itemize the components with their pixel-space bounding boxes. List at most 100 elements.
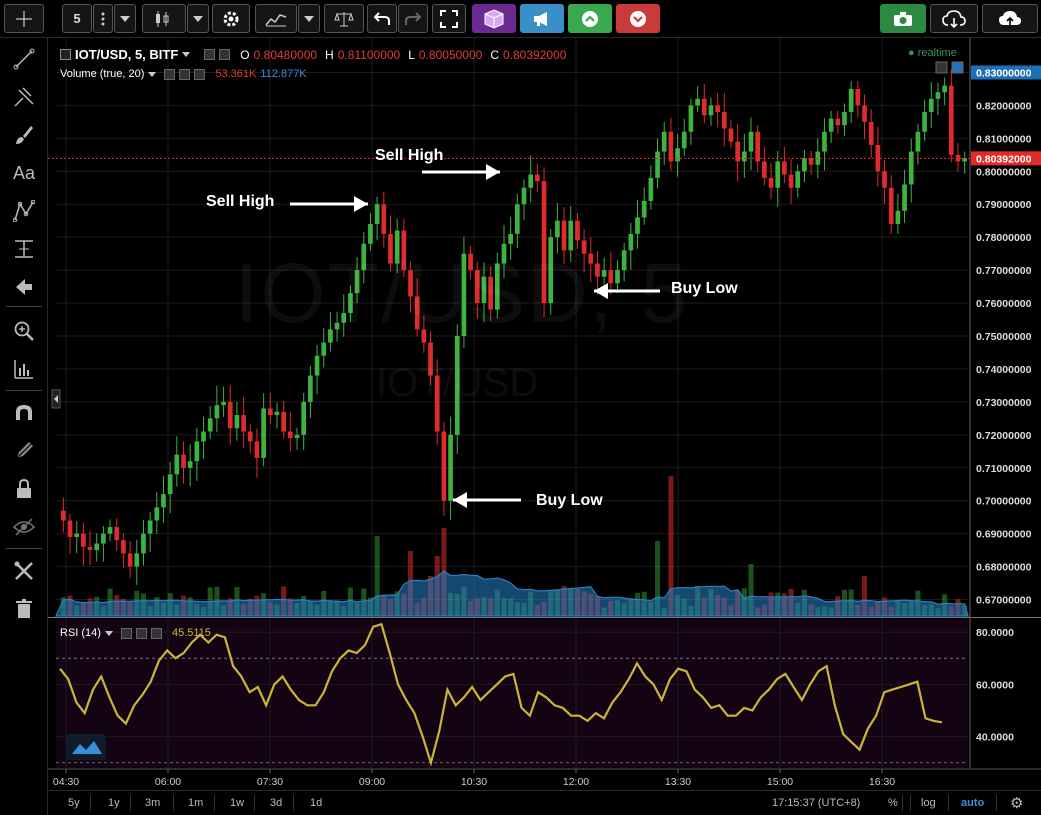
indicators-dropdown-button[interactable] [298,4,320,33]
announce-button[interactable] [520,4,564,33]
chevron-down-icon[interactable] [182,52,191,57]
close-value: 0.80392000 [503,47,567,62]
candle-body [368,224,373,244]
scroll-up-button[interactable] [568,4,612,33]
chevron-down-icon[interactable] [104,630,113,636]
chevron-down-icon [193,15,203,22]
go-back-tool[interactable] [9,274,39,300]
interval-more-button[interactable] [93,4,113,33]
arrow-icon [453,492,521,508]
volume-label[interactable]: Volume (true, 20) [60,68,145,80]
range-1y[interactable]: 1y [108,797,120,809]
pitchfork-tool[interactable] [9,84,39,110]
range-5y[interactable]: 5y [68,797,80,809]
load-chart-button[interactable] [930,4,978,33]
gear-icon[interactable] [179,68,191,80]
redo-button[interactable] [398,4,428,33]
magnet-tool[interactable] [9,400,39,426]
interval-dropdown-button[interactable] [114,4,136,33]
time-axis-tick: 13:30 [665,776,691,788]
eye-icon[interactable] [204,49,216,60]
price-axis-tick: 0.81000000 [976,133,1032,145]
range-1d[interactable]: 1d [310,797,323,809]
price-axis-tick: 0.80000000 [976,166,1032,178]
chart-area[interactable]: 0.83000000 0.82000000 0.81000000 0.80000000… [48,38,1041,815]
zoom-tool[interactable] [9,318,39,344]
trend-line-tool[interactable] [9,46,39,72]
gear-icon[interactable] [219,49,231,60]
close-icon[interactable] [150,627,162,639]
auto-toggle[interactable]: auto [961,797,985,809]
candle-body [835,118,841,126]
low-value: 0.80050000 [418,47,483,62]
candle-body [508,233,513,244]
undo-button[interactable] [367,4,397,33]
interval-button[interactable]: 5 [62,4,92,33]
candle-body [121,540,126,554]
gear-icon [223,11,239,26]
clock[interactable]: 17:15:37 (UTC+8) [772,797,861,809]
crosshair-tool-button[interactable] [4,4,44,33]
candle-body [81,533,86,547]
rsi-axis-tick: 80.0000 [976,627,1014,639]
range-1m[interactable]: 1m [188,797,204,809]
gear-icon[interactable] [135,627,147,639]
top-toolbar: 5 [0,0,1041,38]
symbol-label[interactable]: IOT/USD, 5, BITF [75,47,179,62]
candle-body [935,92,941,99]
eye-icon[interactable] [164,68,176,80]
remove-drawings-tool[interactable] [9,596,39,622]
lock-tool[interactable] [9,476,39,502]
candle-body [247,431,253,442]
chart-style-button[interactable] [142,4,186,33]
fullscreen-button[interactable] [432,4,466,33]
measure-tool[interactable] [9,236,39,262]
scale-button-icon [951,61,964,74]
tools-settings[interactable] [9,558,39,584]
candle-body [468,253,473,271]
hide-drawings-tool[interactable] [9,514,39,540]
arrow-icon [290,196,368,212]
rsi-value: 45.5115 [171,627,211,639]
range-3m[interactable]: 3m [145,797,161,809]
ruler-tool[interactable] [9,356,39,382]
rsi-label[interactable]: RSI (14) [60,627,101,639]
indicators-icon [265,13,287,26]
price-axis-tick: 0.77000000 [976,265,1032,277]
chevron-down-icon[interactable] [148,71,157,77]
interval-label: 5 [73,11,81,26]
brush-tool[interactable] [9,122,39,148]
snapshot-button[interactable] [880,4,926,33]
compare-button[interactable] [324,4,364,33]
close-icon[interactable] [194,68,206,80]
settings-gear-icon[interactable]: ⚙ [1010,795,1024,812]
settings-button[interactable] [212,4,250,33]
indicators-button[interactable] [255,4,297,33]
chart-style-dropdown-button[interactable] [187,4,209,33]
candle-body [681,131,687,149]
range-1w[interactable]: 1w [230,797,245,809]
range-3d[interactable]: 3d [270,797,283,809]
price-axis-tick: 0.74000000 [976,364,1032,376]
low-label: L [408,47,415,62]
save-chart-button[interactable] [982,4,1038,33]
main-series-legend: IOT/USD, 5, BITF O 0.80480000 H 0.811000… [60,47,566,62]
collapse-icon[interactable] [60,49,71,60]
candle-body [434,375,440,432]
log-toggle[interactable]: log [921,797,936,809]
lock-drawings-tool[interactable] [9,438,39,464]
text-tool[interactable]: Aa [9,160,39,186]
candle-body [515,204,520,234]
price-axis-tick: 0.73000000 [976,397,1032,409]
chart-canvas[interactable]: 0.83000000 0.82000000 0.81000000 0.80000000… [48,38,1041,790]
open-value: 0.80480000 [253,47,318,62]
percent-toggle[interactable]: % [888,797,898,809]
candle-body [575,220,580,241]
pattern-tool[interactable] [9,198,39,224]
candle-body [748,131,754,152]
scroll-down-button[interactable] [616,4,660,33]
fullscreen-icon [440,9,458,28]
cube-button[interactable] [472,4,516,33]
eye-icon[interactable] [120,627,132,639]
trash-icon [16,599,32,618]
